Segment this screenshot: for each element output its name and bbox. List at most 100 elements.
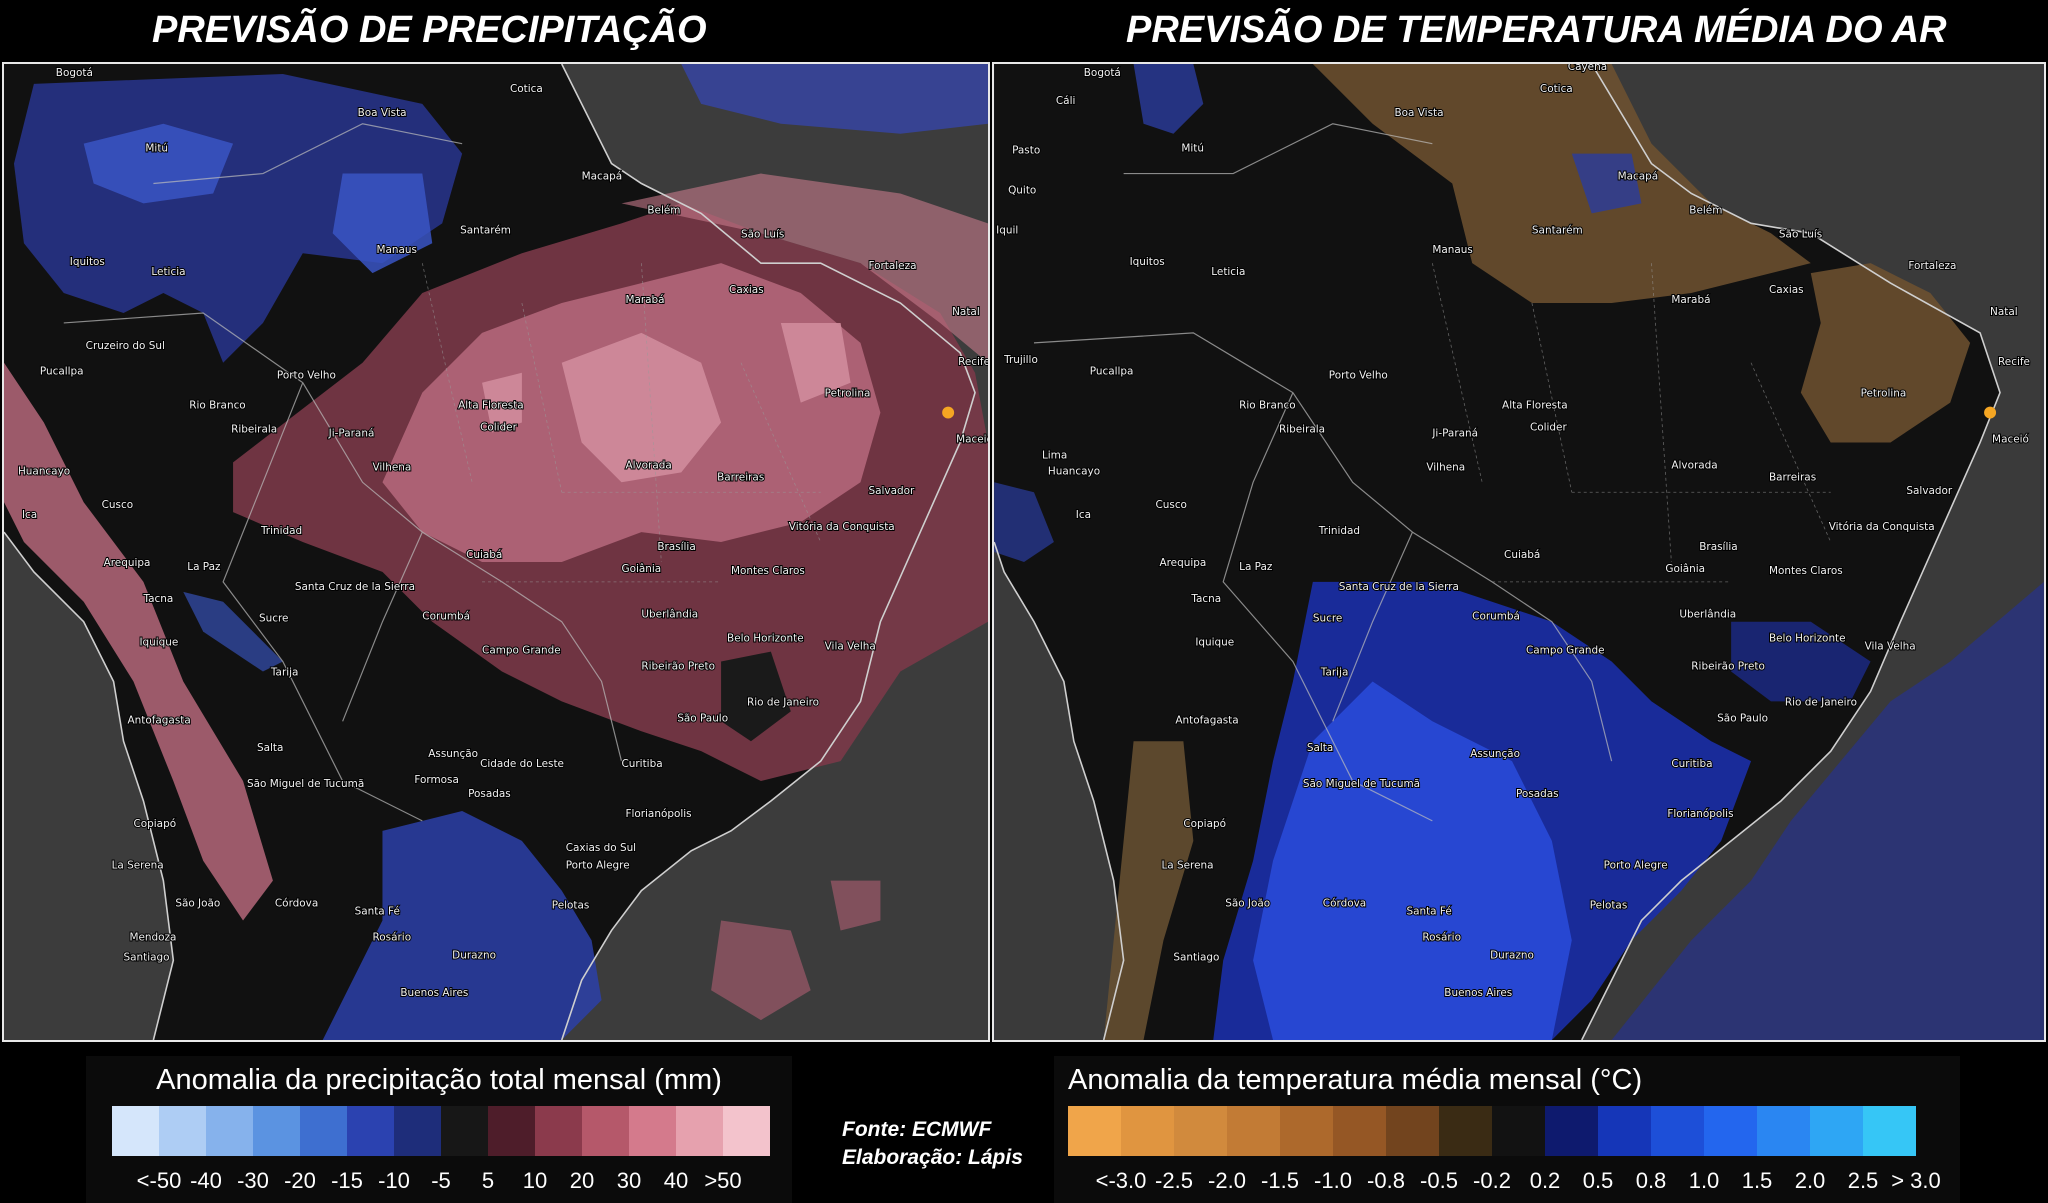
city-label: Iquitos: [70, 256, 105, 268]
legend-swatch: [629, 1106, 676, 1156]
legend-tick-label: -20: [284, 1168, 316, 1193]
city-label: Trinidad: [260, 525, 302, 537]
city-label: Santa Cruz de la Sierra: [295, 581, 415, 593]
state-borders: [421, 263, 822, 583]
dry-spot-southeast: [721, 651, 791, 742]
temperature-map[interactable]: Bogotá Cotica Boa Vista Mitú Macapá Belém São …: [992, 62, 2046, 1042]
city-label: Maceió: [1992, 433, 2029, 445]
city-label: Trinidad: [1318, 525, 1360, 537]
city-label: Vitória da Conquista: [789, 521, 895, 533]
city-label: São Luís: [741, 228, 784, 240]
city-label: Porto Alegre: [1604, 860, 1668, 872]
legend-tick-label: -15: [331, 1168, 363, 1193]
city-label: Quito: [1008, 184, 1036, 196]
city-label: Cotica: [510, 83, 543, 95]
city-label: Cuiabá: [466, 549, 502, 561]
location-marker-dot[interactable]: [942, 406, 955, 419]
city-label: Rosário: [373, 931, 412, 943]
city-label: Cidade do Leste: [480, 758, 564, 770]
city-label: Assunção: [1470, 748, 1520, 760]
city-label: Copiapó: [1183, 818, 1226, 830]
city-label: Leticia: [151, 266, 185, 278]
legend-swatch: [441, 1106, 488, 1156]
legend-swatch: [1651, 1106, 1704, 1156]
city-labels: Bogotá Cotica Boa Vista Mitú Macapá Belém São …: [995, 64, 2031, 1000]
city-label: Durazno: [452, 949, 496, 961]
city-label: São Paulo: [1717, 712, 1768, 724]
legend-swatch: [488, 1106, 535, 1156]
author-credit: Elaboração: Lápis: [842, 1146, 1023, 1169]
legend-swatch: [253, 1106, 300, 1156]
legend-tick-label: 1.0: [1688, 1168, 1720, 1193]
coastline: [994, 64, 2001, 1040]
city-label: Alvorada: [625, 459, 671, 471]
city-label: Lima: [1042, 449, 1067, 461]
legend-tick-label: -1.0: [1314, 1168, 1352, 1193]
precipitation-map[interactable]: Bogotá Cotica Boa Vista Mitú Macapá Belém São …: [2, 62, 990, 1042]
legend-tick-label: -2.5: [1155, 1168, 1193, 1193]
city-label: Huancayo: [1048, 465, 1100, 477]
city-label: Durazno: [1490, 949, 1534, 961]
city-label: Manaus: [1432, 244, 1472, 256]
precipitation-color-scale: [112, 1106, 770, 1156]
city-label: Santiago: [1173, 951, 1219, 963]
legend-swatch: [1280, 1106, 1333, 1156]
legend-swatch: [1227, 1106, 1280, 1156]
city-label: Maceió: [956, 433, 988, 445]
city-label: Tarija: [270, 666, 299, 678]
dry-anomaly-north-core: [83, 123, 433, 274]
legend-tick-label: -2.0: [1208, 1168, 1246, 1193]
city-label: Sucre: [1313, 613, 1342, 625]
city-label: Corumbá: [1472, 611, 1520, 623]
city-label: Cotica: [1540, 83, 1573, 95]
coastline: [4, 64, 976, 1040]
city-label: Pelotas: [1590, 900, 1628, 912]
city-label: Bogotá: [56, 67, 93, 79]
city-label: Recife: [1998, 356, 2030, 368]
legend-swatch: [1174, 1106, 1227, 1156]
city-label: Vila Velha: [1865, 641, 1916, 653]
legend-tick-label: 0.5: [1582, 1168, 1614, 1193]
dry-anomaly-andes: [183, 591, 283, 672]
city-label: Barreiras: [717, 471, 764, 483]
city-label: Cáli: [1056, 95, 1075, 107]
city-label: Campo Grande: [482, 645, 561, 657]
city-label: Brasília: [1699, 541, 1737, 553]
location-marker-dot[interactable]: [1984, 406, 1997, 419]
city-label: Iquique: [139, 637, 178, 649]
city-label: Marabá: [625, 294, 664, 306]
legend-swatch: [347, 1106, 394, 1156]
legend-tick-label: 2.0: [1794, 1168, 1826, 1193]
city-label: São Miguel de Tucumã: [1303, 778, 1420, 790]
city-label: Vilhena: [1426, 461, 1465, 473]
dry-anomaly-south: [322, 810, 602, 1040]
city-label: Santarém: [460, 224, 511, 236]
city-label: Mitú: [145, 143, 168, 155]
city-label: São João: [175, 898, 220, 910]
city-label: La Serena: [1161, 860, 1213, 872]
city-label: Santa Cruz de la Sierra: [1339, 581, 1459, 593]
legend-swatch: [300, 1106, 347, 1156]
legend-swatch: [159, 1106, 206, 1156]
city-label: Cuiabá: [1504, 549, 1540, 561]
city-label: Cruzeiro do Sul: [86, 340, 165, 352]
city-label: Arequipa: [1159, 557, 1206, 569]
city-label: Sucre: [259, 613, 288, 625]
city-label: Florianópolis: [1667, 808, 1733, 820]
city-label: La Paz: [1239, 561, 1273, 573]
city-label: Caxias: [729, 284, 764, 296]
city-label: Iquil: [996, 224, 1018, 236]
state-borders: [1431, 263, 1832, 583]
legend-tick-label: -0.8: [1367, 1168, 1405, 1193]
city-labels: Bogotá Cotica Boa Vista Mitú Macapá Belém São …: [17, 66, 988, 1000]
legend-swatch: [676, 1106, 723, 1156]
warm-anomaly-ocean-north: [1133, 64, 1642, 214]
legend-tick-label: 0.8: [1635, 1168, 1667, 1193]
city-label: Salvador: [868, 485, 915, 497]
legend-tick-label: <-50: [136, 1168, 182, 1193]
legend-tick-label: 40: [663, 1168, 689, 1193]
legend-swatch: [112, 1106, 159, 1156]
legend-tick-label: -0.5: [1420, 1168, 1458, 1193]
city-label: Caxias do Sul: [566, 842, 636, 854]
city-label: Córdova: [1323, 898, 1366, 910]
